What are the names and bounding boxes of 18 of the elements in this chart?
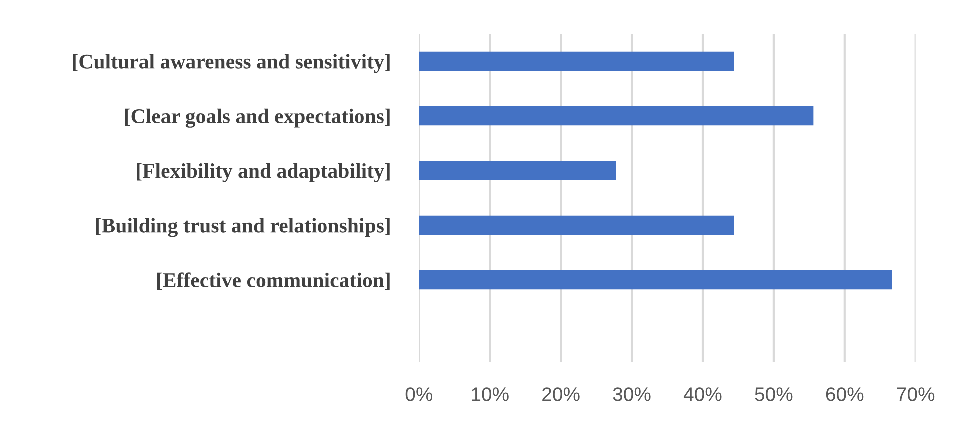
x-tick-label: 70% — [897, 388, 935, 402]
y-tick-label: [Building trust and relationships] — [96, 218, 390, 238]
bar — [419, 52, 734, 71]
y-tick-label: [Effective communication] — [157, 272, 390, 290]
bar — [419, 161, 616, 180]
bar — [419, 216, 734, 235]
x-tick-label: 10% — [472, 388, 509, 402]
x-tick-label: 20% — [542, 388, 580, 402]
x-tick-label: 0% — [406, 388, 433, 402]
x-tick-label: 60% — [826, 388, 864, 402]
bar — [419, 270, 892, 290]
bar — [419, 106, 814, 126]
x-tick-label: 50% — [755, 388, 793, 402]
y-tick-label: [Clear goals and expectations] — [125, 108, 390, 128]
x-tick-label: 30% — [613, 388, 651, 402]
y-tick-label: [Cultural awareness and sensitivity] — [73, 54, 390, 74]
x-tick-label: 40% — [684, 388, 722, 402]
y-tick-label: [Flexibility and adaptability] — [137, 164, 390, 182]
